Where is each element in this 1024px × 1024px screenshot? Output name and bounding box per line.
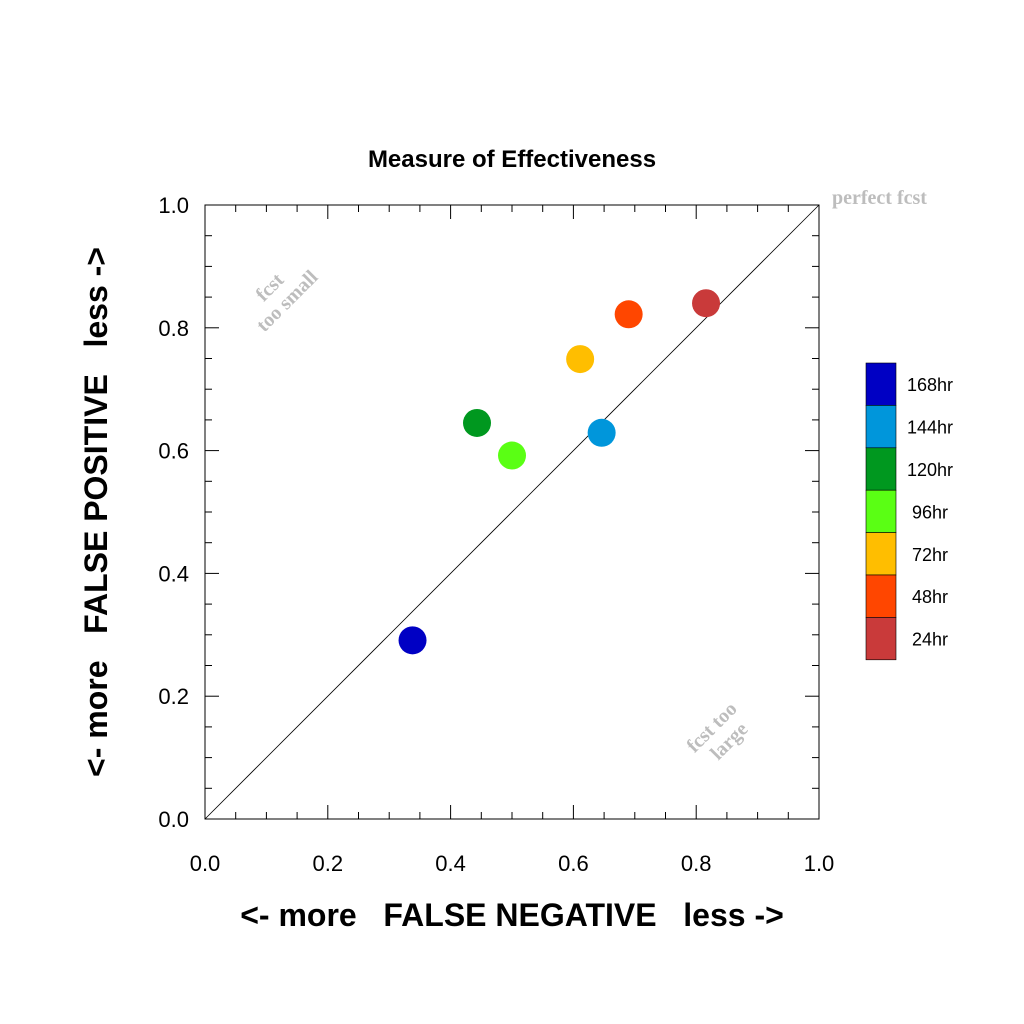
data-point-144hr xyxy=(587,418,616,447)
x-tick-label: 0.2 xyxy=(313,851,344,876)
y-axis-label: <- more FALSE POSITIVE less -> xyxy=(78,247,114,777)
legend-swatch-144hr xyxy=(865,405,897,449)
x-tick-label: 1.0 xyxy=(804,851,835,876)
legend-swatch-72hr xyxy=(865,532,897,576)
data-points xyxy=(398,289,721,655)
data-point-24hr xyxy=(692,289,721,318)
tick-labels: 0.0 0.2 0.4 0.6 0.8 1.0 0.0 0.2 0.4 0.6 0.8 1.0 xyxy=(158,193,834,876)
legend-label-72hr: 72hr xyxy=(912,545,948,565)
legend-swatch-24hr xyxy=(865,617,897,661)
legend-label-168hr: 168hr xyxy=(907,375,953,395)
annotation-perfect-fcst: perfect fcst xyxy=(832,187,927,209)
y-tick-label: 0.0 xyxy=(158,807,189,832)
legend-swatch-48hr xyxy=(865,574,897,618)
x-tick-label: 0.6 xyxy=(558,851,589,876)
y-tick-label: 0.6 xyxy=(158,439,189,464)
data-point-96hr xyxy=(498,441,526,470)
data-point-48hr xyxy=(614,300,643,329)
y-tick-label: 0.8 xyxy=(158,316,189,341)
x-tick-label: 0.0 xyxy=(190,851,221,876)
annotation-too-large: fcst too large xyxy=(682,694,760,772)
tick-marks xyxy=(204,204,820,820)
x-tick-label: 0.4 xyxy=(435,851,466,876)
annotation-too-small: fcst too small xyxy=(237,250,323,336)
data-point-168hr xyxy=(398,626,427,655)
legend: 168hr 144hr 120hr 96hr 72hr 48hr 24hr xyxy=(865,362,953,661)
legend-swatch-96hr xyxy=(865,489,897,533)
y-tick-label: 1.0 xyxy=(158,193,189,218)
legend-label-96hr: 96hr xyxy=(912,502,948,522)
legend-label-24hr: 24hr xyxy=(912,630,948,650)
legend-label-144hr: 144hr xyxy=(907,418,953,438)
data-point-120hr xyxy=(463,408,492,437)
legend-swatch-120hr xyxy=(865,447,897,491)
chart-title: Measure of Effectiveness xyxy=(368,146,656,173)
y-tick-label: 0.2 xyxy=(158,684,189,709)
y-tick-label: 0.4 xyxy=(158,561,189,586)
x-axis-label: <- more FALSE NEGATIVE less -> xyxy=(240,897,784,933)
x-tick-label: 0.8 xyxy=(681,851,712,876)
legend-swatch-168hr xyxy=(865,362,897,406)
data-point-72hr xyxy=(566,345,595,374)
legend-label-120hr: 120hr xyxy=(907,460,953,480)
legend-label-48hr: 48hr xyxy=(912,587,948,607)
